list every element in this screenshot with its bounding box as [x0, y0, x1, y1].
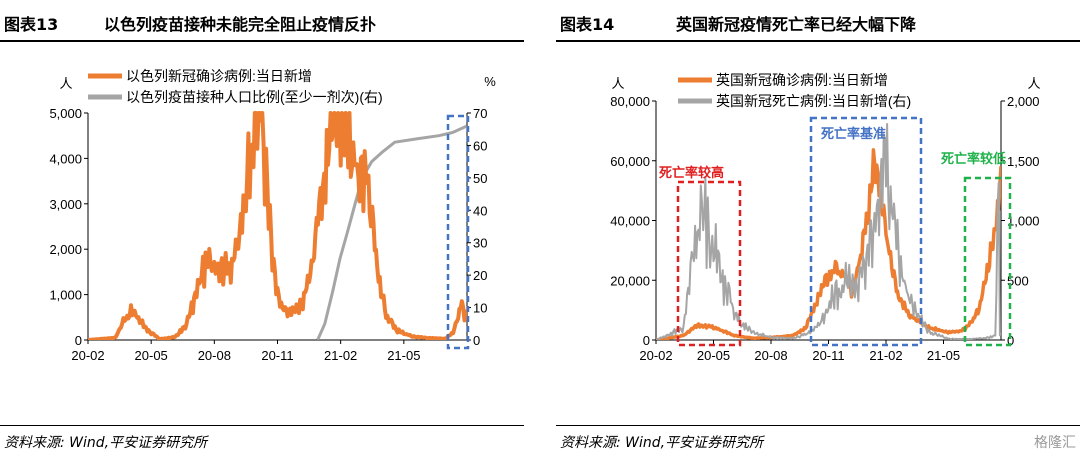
y-tick-label-left: 0	[643, 333, 650, 348]
y-tick-label-right: 10	[473, 301, 487, 316]
y-tick-label-left: 20,000	[610, 273, 650, 288]
y-tick-label-right: 0	[473, 333, 480, 348]
series-line	[656, 123, 1001, 340]
x-tick-label: 20-11	[261, 348, 293, 363]
y-tick-label-left: 5,000	[49, 106, 82, 121]
header-rule	[556, 40, 1080, 42]
figure-number: 图表13	[4, 15, 59, 34]
uk-chart: 0 20,000 40,000 60,000 80,000 0 500 1,000 1,500 2…	[610, 72, 1040, 363]
x-tick-label: 21-02	[324, 348, 357, 363]
x-tick-label: 20-08	[754, 348, 787, 363]
y-tick-label-left: 4,000	[49, 151, 82, 166]
panel-header: 图表13 以色列疫苗接种未能完全阻止疫情反扑	[0, 2, 524, 40]
figure-number: 图表14	[560, 15, 615, 34]
y-tick-label-right: 40	[473, 203, 487, 218]
y-axis-unit-right: %	[484, 74, 496, 89]
x-tick-label: 21-02	[869, 348, 902, 363]
highlight-box	[446, 114, 470, 350]
y-tick-label-right: 50	[473, 171, 487, 186]
chart-panel-israel: 图表13 以色列疫苗接种未能完全阻止疫情反扑 0 1,000 2,000 3,000 4…	[0, 0, 524, 459]
y-tick-label-right: 60	[473, 138, 487, 153]
y-tick-label-right: 2,000	[1007, 94, 1040, 109]
annotation-label: 死亡率较低	[941, 151, 1006, 166]
x-tick-label: 20-05	[697, 348, 730, 363]
annotation-box	[809, 116, 923, 347]
source-note: 资料来源: Wind,平安证券研究所	[560, 435, 764, 451]
legend-label: 英国新冠死亡病例:当日新增(右)	[716, 93, 911, 109]
y-axis-unit-left: 人	[611, 76, 624, 91]
header-rule	[0, 40, 524, 42]
watermark-logo: 格隆汇	[1034, 435, 1076, 451]
y-tick-label-left: 40,000	[610, 214, 650, 229]
chart-panel-uk: 图表14 英国新冠疫情死亡率已经大幅下降 0 20,000 40,000 60,000…	[556, 0, 1080, 459]
legend-label: 以色列疫苗接种人口比例(至少一剂次)(右)	[126, 89, 383, 105]
x-tick-label: 20-05	[135, 348, 168, 363]
footer-rule	[0, 425, 524, 426]
annotation-label: 死亡率基准	[821, 126, 886, 141]
annotation-label: 死亡率较高	[659, 165, 724, 180]
annotation-box	[676, 180, 742, 347]
y-tick-label-left: 60,000	[610, 154, 650, 169]
series-line	[656, 148, 1001, 340]
y-tick-label-left: 80,000	[610, 94, 650, 109]
y-tick-label-left: 1,000	[49, 288, 82, 303]
y-tick-label-right: 70	[473, 106, 487, 121]
y-tick-label-right: 1,000	[1007, 214, 1040, 229]
x-tick-label: 20-02	[71, 348, 104, 363]
legend-label: 英国新冠确诊病例:当日新增	[716, 72, 888, 88]
israel-chart: 0 1,000 2,000 3,000 4,000 5,000 0 10 20 30 40 50 60 7…	[49, 68, 496, 363]
y-tick-label-left: 2,000	[49, 242, 82, 257]
y-tick-label-right: 20	[473, 268, 487, 283]
legend-label: 以色列新冠确诊病例:当日新增	[126, 68, 312, 84]
x-tick-label: 20-02	[639, 348, 672, 363]
x-tick-label: 21-05	[927, 348, 960, 363]
y-axis-unit-left: 人	[59, 76, 72, 91]
y-tick-label-right: 0	[1007, 333, 1014, 348]
y-axis-unit-right: 人	[1027, 76, 1040, 91]
x-tick-label: 20-08	[198, 348, 231, 363]
series-line	[88, 111, 467, 340]
annotation-box	[963, 176, 1012, 347]
y-tick-label-right: 500	[1007, 273, 1029, 288]
y-tick-label-right: 1,500	[1007, 154, 1040, 169]
x-tick-label: 21-05	[387, 348, 420, 363]
x-tick-label: 20-11	[812, 348, 844, 363]
y-tick-label-left: 0	[75, 333, 82, 348]
panel-header: 图表14 英国新冠疫情死亡率已经大幅下降	[556, 2, 1080, 40]
chart-title: 以色列疫苗接种未能完全阻止疫情反扑	[104, 15, 377, 34]
source-note: 资料来源: Wind,平安证券研究所	[4, 435, 208, 451]
footer-rule	[556, 425, 1080, 426]
y-tick-label-right: 30	[473, 236, 487, 251]
chart-title: 英国新冠疫情死亡率已经大幅下降	[676, 15, 917, 34]
y-tick-label-left: 3,000	[49, 197, 82, 212]
